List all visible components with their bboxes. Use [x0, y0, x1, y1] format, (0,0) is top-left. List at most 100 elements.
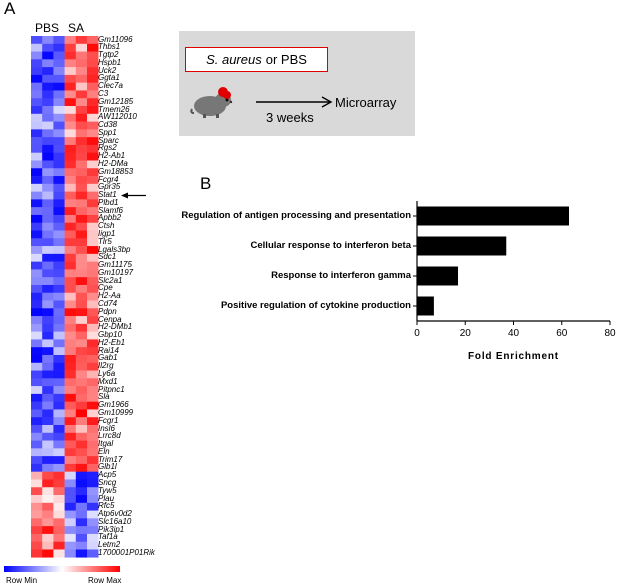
heatmap-cell	[53, 144, 65, 153]
heatmap-cell	[75, 106, 88, 115]
heatmap-cell	[53, 518, 65, 527]
heatmap-cell	[31, 440, 43, 449]
heatmap-cell	[64, 440, 77, 449]
gene-label: Lrrc8d	[98, 431, 121, 441]
heatmap-cell	[75, 292, 88, 301]
heatmap-cell	[64, 137, 77, 146]
heatmap-cell	[87, 261, 99, 270]
heatmap-cell	[75, 284, 88, 294]
gene-label: Rgs2	[98, 143, 117, 153]
heatmap-cell	[87, 67, 99, 76]
heatmap-cell	[75, 510, 88, 519]
heatmap-cell	[87, 417, 99, 426]
heatmap-cell	[31, 246, 43, 255]
x-tick-label: 20	[459, 328, 471, 339]
heatmap-cell	[64, 90, 77, 99]
heatmap-cell	[42, 432, 54, 441]
heatmap-cell	[42, 417, 54, 426]
heatmap-cell	[87, 152, 99, 161]
heatmap-cell	[53, 425, 65, 434]
heatmap-cell	[87, 222, 99, 231]
heatmap-cell	[42, 541, 54, 550]
heatmap-cell	[75, 238, 88, 247]
heatmap-cell	[53, 284, 65, 294]
heatmap-cell	[31, 168, 43, 177]
heatmap-cell	[53, 502, 65, 511]
heatmap-cell	[64, 533, 77, 542]
heatmap-cell	[64, 362, 77, 371]
heatmap-cell	[64, 541, 77, 550]
heatmap-cell	[42, 183, 54, 192]
heatmap-cell	[75, 425, 88, 434]
heatmap-cell	[64, 549, 77, 558]
heatmap-cell	[42, 129, 54, 138]
heatmap-cell	[31, 59, 43, 68]
heatmap-cell	[42, 479, 54, 488]
heatmap-cell	[31, 51, 43, 60]
highlight-arrow-icon	[121, 192, 146, 199]
gene-label: 1700001P01Rik	[98, 547, 155, 557]
heatmap-cell	[87, 549, 99, 558]
heatmap-cell	[31, 549, 43, 558]
heatmap-cell	[64, 144, 77, 153]
heatmap-cell	[87, 393, 99, 402]
heatmap-cell	[87, 230, 99, 239]
heatmap-cell	[75, 409, 88, 418]
gene-label: Gm10197	[98, 267, 134, 277]
heatmap-cell	[75, 300, 88, 309]
gene-label: Gab1	[98, 353, 118, 363]
heatmap-cell	[64, 98, 77, 107]
heatmap-cell	[64, 191, 77, 200]
heatmap-cell	[31, 269, 43, 278]
heatmap-cell	[75, 214, 88, 224]
heatmap-cell	[64, 526, 77, 535]
heatmap-cell	[87, 214, 99, 224]
heatmap-cell	[87, 362, 99, 371]
heatmap-cell	[75, 269, 88, 278]
heatmap-cell	[53, 176, 65, 185]
heatmap-cell	[87, 98, 99, 107]
heatmap-cell	[87, 106, 99, 115]
heatmap-cell	[53, 378, 65, 387]
heatmap-cell	[31, 292, 43, 301]
heatmap-cell	[87, 137, 99, 146]
heatmap-cell	[53, 456, 65, 465]
heatmap-cell	[75, 463, 88, 472]
heatmap-cell	[31, 425, 43, 434]
gene-label: Glb1l	[98, 462, 117, 472]
bar	[417, 266, 459, 286]
heatmap-cell	[75, 246, 88, 255]
heatmap-cell	[31, 199, 43, 208]
heatmap-cell	[87, 471, 99, 480]
heatmap-cell	[31, 230, 43, 239]
heatmap-cell	[75, 129, 88, 138]
heatmap-cell	[64, 129, 77, 138]
heatmap-cell	[42, 238, 54, 247]
gene-label: Fcgr4	[98, 174, 119, 184]
heatmap-cell	[64, 495, 77, 504]
heatmap-cell	[53, 401, 65, 410]
heatmap-cell	[53, 36, 65, 45]
gene-label: Atp6v0d2	[98, 509, 132, 519]
gene-label: Itgal	[98, 439, 114, 449]
heatmap-cell	[87, 308, 99, 317]
heatmap-cell	[75, 121, 88, 130]
gene-label: Gm18853	[98, 166, 134, 176]
heatmap-cell	[53, 487, 65, 496]
heatmap-cell	[75, 495, 88, 504]
gene-label: Plau	[98, 493, 115, 503]
heatmap-cell	[53, 370, 65, 379]
heatmap-cell	[75, 43, 88, 52]
heatmap-cell	[42, 284, 54, 294]
gene-label: Tmem26	[98, 104, 130, 114]
column-header-sa: SA	[68, 21, 85, 35]
heatmap-cell	[87, 323, 99, 332]
heatmap-cell	[42, 59, 54, 68]
heatmap-cell	[42, 277, 54, 286]
heatmap-cell	[87, 448, 99, 457]
gene-label: Acp5	[98, 470, 117, 480]
heatmap-cell	[31, 495, 43, 504]
gene-label: Apbb2	[98, 213, 122, 223]
heatmap-cell	[53, 440, 65, 449]
heatmap-cell	[31, 316, 43, 325]
